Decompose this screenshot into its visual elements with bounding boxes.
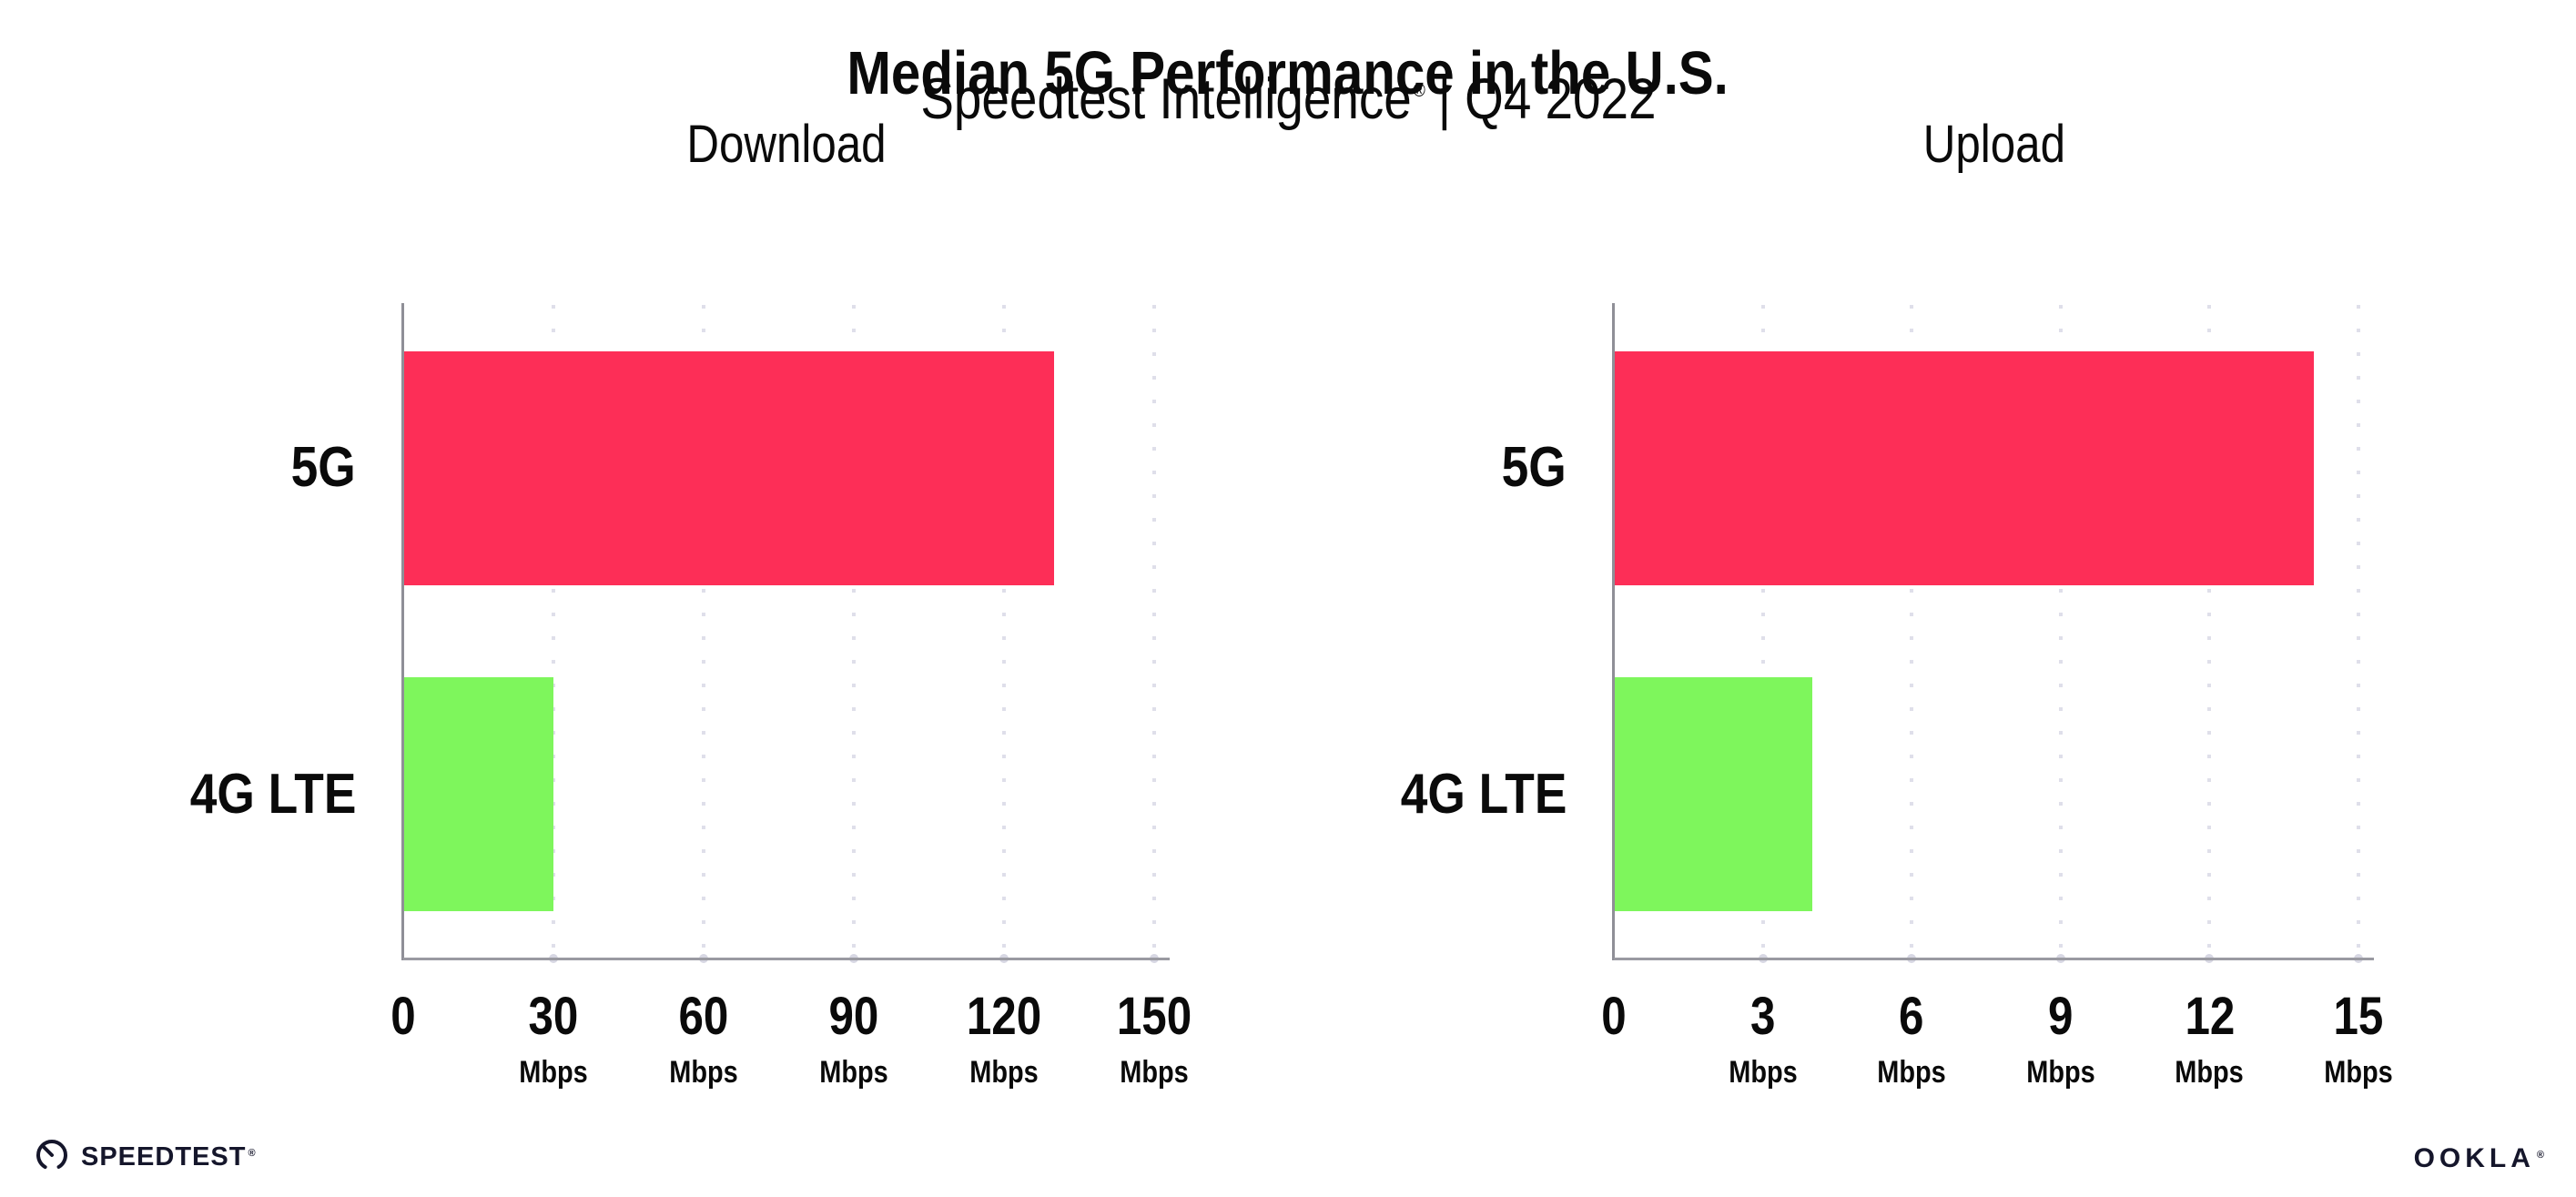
tick-number: 12 — [2184, 987, 2235, 1046]
x-tick-12: 12 Mbps — [2169, 958, 2250, 1090]
subtitle-brand: Speedtest Intelligence — [919, 67, 1412, 131]
upload-x-axis-line — [1614, 958, 2374, 960]
upload-y-axis-line — [1612, 303, 1615, 960]
download-y-axis-labels: 5G 4G LTE — [0, 305, 356, 958]
tick-unit: Mbps — [2324, 1055, 2393, 1090]
download-chart: Download 5G 4G LTE 0 30 Mbps 60 Mbps 90 Mbps 120… — [189, 118, 1192, 1089]
upload-chart-title-text: Upload — [1922, 115, 2065, 174]
category-label-4g-lte: 4G LTE — [189, 762, 356, 826]
subtitle-period: | Q4 2022 — [1437, 67, 1657, 131]
tick-unit: Mbps — [969, 1055, 1039, 1090]
bar-5g — [1614, 350, 2314, 585]
category-label-5g: 5G — [1501, 436, 1567, 500]
x-tick-3: 3 Mbps — [1722, 958, 1803, 1090]
tick-number: 15 — [2333, 987, 2384, 1046]
gridline-9-mbps — [2058, 305, 2063, 958]
tick-number: 120 — [966, 987, 1042, 1046]
tick-unit: Mbps — [669, 1055, 738, 1090]
tick-unit: Mbps — [1120, 1055, 1189, 1090]
x-tick-150: 150 Mbps — [1111, 958, 1199, 1090]
bar-4g-lte — [403, 677, 553, 912]
category-label-5g: 5G — [290, 436, 356, 500]
registered-mark: ® — [1413, 80, 1425, 102]
gridline-30-mbps — [552, 305, 555, 958]
x-tick-0: 0 — [1599, 958, 1628, 1043]
tick-unit: Mbps — [2175, 1055, 2245, 1090]
page-title-text: Median 5G Performance in the U.S. — [847, 38, 1729, 107]
x-tick-90: 90 Mbps — [814, 958, 895, 1090]
upload-chart-title: Upload — [1614, 118, 2374, 171]
ookla-wordmark: OOKLA — [2413, 1143, 2535, 1173]
bar-4g-lte — [1614, 677, 1813, 912]
gridline-90-mbps — [852, 305, 856, 958]
gridline-120-mbps — [1002, 305, 1006, 958]
gridline-150-mbps — [1152, 305, 1156, 958]
ookla-logo: OOKLA ® — [2414, 1145, 2549, 1172]
page-subtitle: Speedtest Intelligence® | Q4 2022 — [0, 71, 2576, 128]
tick-number: 9 — [2048, 987, 2074, 1046]
download-chart-title-text: Download — [686, 115, 887, 174]
x-tick-6: 6 Mbps — [1871, 958, 1952, 1090]
download-plot-area: 0 30 Mbps 60 Mbps 90 Mbps 120 Mbps 150 Mbps — [390, 305, 1192, 1088]
tick-number: 6 — [1899, 987, 1924, 1046]
x-tick-15: 15 Mbps — [2318, 958, 2399, 1090]
x-tick-120: 120 Mbps — [960, 958, 1049, 1090]
download-x-axis-line — [403, 958, 1170, 960]
tick-unit: Mbps — [1728, 1055, 1798, 1090]
tick-number: 30 — [528, 987, 579, 1046]
gridline-6-mbps — [1910, 305, 1914, 958]
gridline-12-mbps — [2207, 305, 2212, 958]
tick-unit: Mbps — [2026, 1055, 2095, 1090]
x-tick-0: 0 — [389, 958, 418, 1043]
upload-chart: Upload 5G 4G LTE 0 3 Mbps 6 Mbps 9 Mbps 12 Mbps 15… — [1400, 118, 2393, 1089]
tick-number: 90 — [828, 987, 879, 1046]
speedtest-registered-mark: ® — [248, 1148, 257, 1160]
speedtest-logo: SPEEDTEST ® — [35, 1138, 257, 1177]
download-chart-title: Download — [403, 118, 1170, 171]
tick-unit: Mbps — [819, 1055, 888, 1090]
bar-5g — [403, 350, 1054, 585]
x-tick-60: 60 Mbps — [664, 958, 745, 1090]
upload-y-axis-labels: 5G 4G LTE — [1175, 305, 1567, 958]
tick-number: 3 — [1749, 987, 1776, 1046]
gridline-60-mbps — [702, 305, 705, 958]
category-label-4g-lte: 4G LTE — [1400, 762, 1567, 826]
tick-number: 60 — [678, 987, 729, 1046]
tick-number: 150 — [1116, 987, 1192, 1046]
speedtest-wordmark-text: SPEEDTEST — [81, 1142, 247, 1172]
tick-number: 0 — [1601, 987, 1627, 1046]
tick-unit: Mbps — [519, 1055, 588, 1090]
gridline-15-mbps — [2357, 305, 2360, 958]
x-tick-30: 30 Mbps — [513, 958, 594, 1090]
x-tick-9: 9 Mbps — [2020, 958, 2101, 1090]
tick-unit: Mbps — [1877, 1055, 1946, 1090]
page-title: Median 5G Performance in the U.S. — [0, 43, 2576, 104]
ookla-registered-mark: ® — [2536, 1150, 2549, 1161]
download-y-axis-line — [401, 303, 404, 960]
speedtest-gauge-icon — [35, 1138, 69, 1177]
tick-number: 0 — [390, 987, 416, 1046]
upload-plot-area: 0 3 Mbps 6 Mbps 9 Mbps 12 Mbps 15 Mbps — [1601, 305, 2393, 1088]
gridline-3-mbps — [1760, 305, 1765, 958]
speedtest-wordmark: SPEEDTEST ® — [81, 1144, 257, 1171]
